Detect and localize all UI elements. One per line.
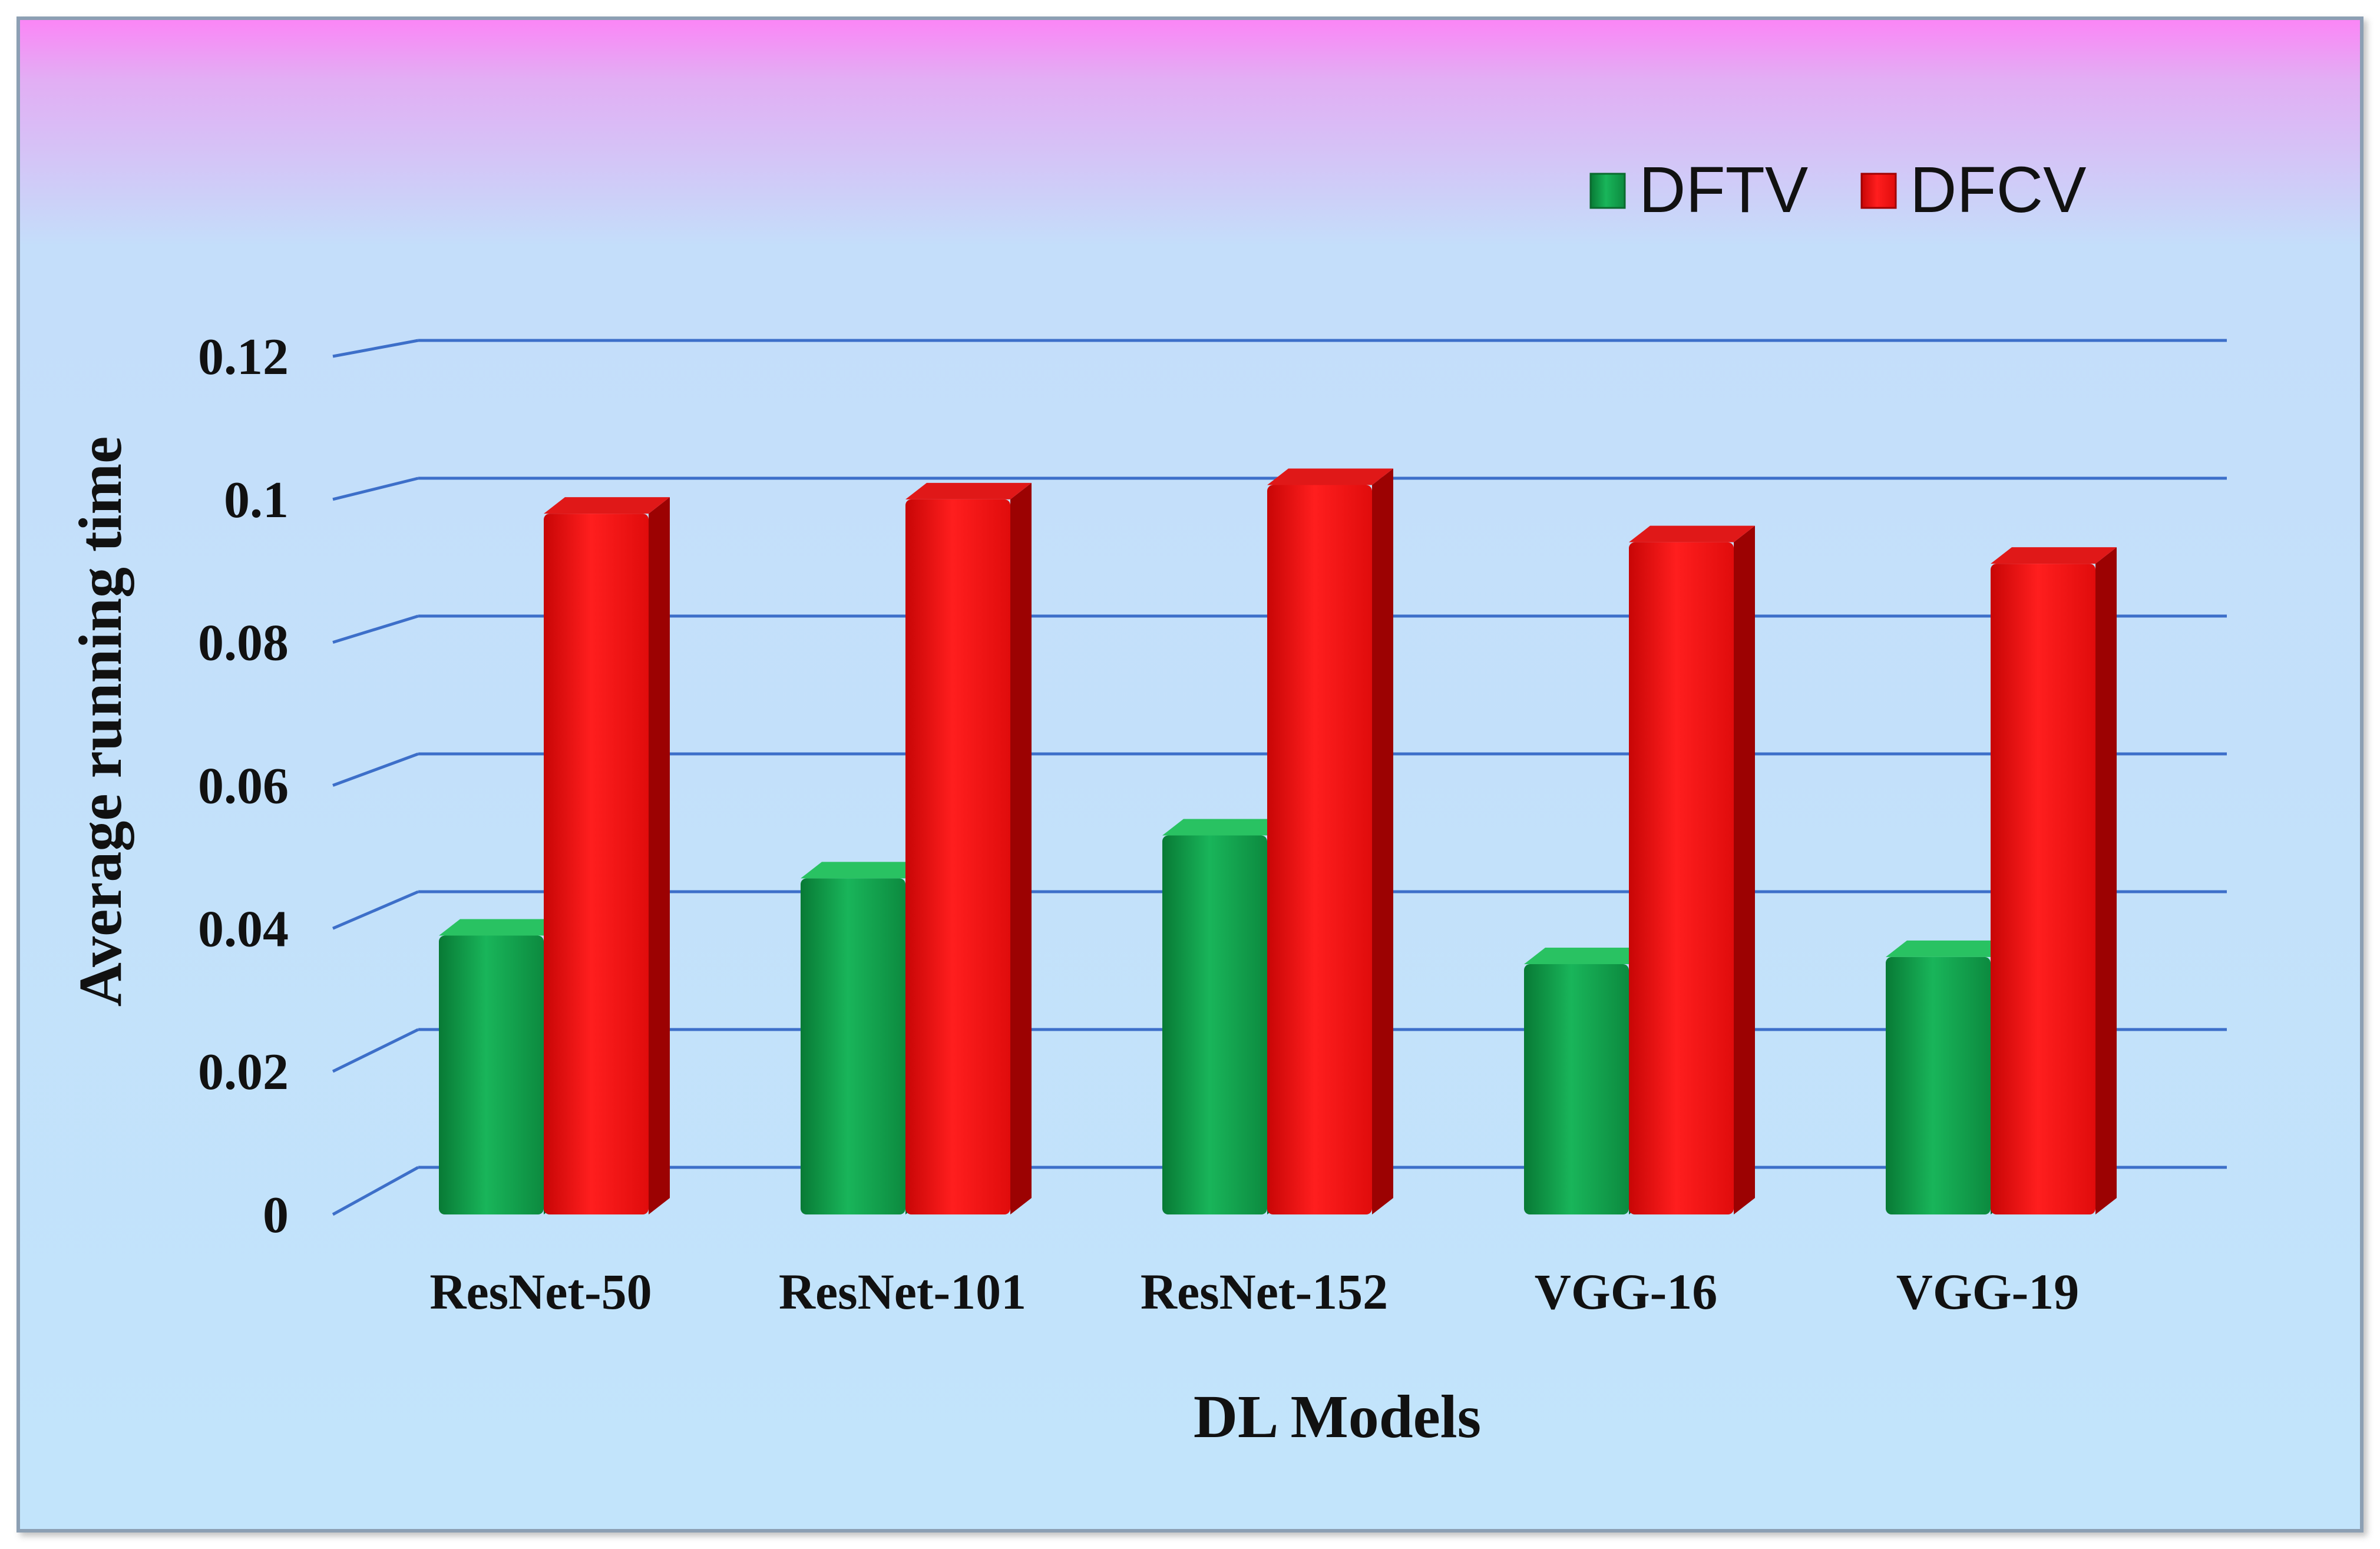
bar-dftv-vgg-16 bbox=[1524, 964, 1629, 1214]
x-axis-title: DL Models bbox=[1194, 1383, 1481, 1451]
x-axis-categories: ResNet-50 ResNet-101 ResNet-152 VGG-16 VGG-1… bbox=[429, 1263, 2079, 1320]
bar-dfcv-resnet-101-side bbox=[1010, 482, 1032, 1215]
x-category-label: VGG-16 bbox=[1535, 1263, 1718, 1320]
bars bbox=[439, 468, 2117, 1215]
x-category-label: ResNet-152 bbox=[1141, 1263, 1388, 1320]
gridline-diagonal bbox=[332, 1166, 419, 1216]
bar-dfcv-resnet-152 bbox=[1267, 485, 1372, 1214]
bar-dftv-resnet-152 bbox=[1162, 835, 1267, 1214]
y-tick-label: 0.12 bbox=[198, 329, 289, 386]
gridline-diagonal bbox=[332, 476, 419, 501]
legend-label-dftv: DFTV bbox=[1639, 154, 1808, 226]
bar-dftv-resnet-152-top bbox=[1162, 819, 1288, 836]
gridline-diagonal bbox=[332, 614, 419, 644]
bar-dfcv-vgg-16 bbox=[1629, 542, 1734, 1214]
bar-dfcv-resnet-152-side bbox=[1372, 468, 1393, 1214]
bar-dfcv-vgg-19 bbox=[1991, 564, 2095, 1214]
bar-dfcv-resnet-50-top bbox=[544, 497, 670, 514]
gridline-diagonal bbox=[332, 1028, 419, 1073]
bar-dfcv-vgg-19-top bbox=[1991, 547, 2117, 564]
bar-dfcv-resnet-152-top bbox=[1267, 468, 1393, 485]
legend: DFTV DFCV bbox=[1589, 154, 2086, 226]
bar-dfcv-resnet-101-top bbox=[905, 482, 1032, 499]
bar-dfcv-resnet-50-side bbox=[649, 497, 670, 1214]
bar-dftv-resnet-50 bbox=[439, 935, 544, 1214]
legend-swatch-dfcv bbox=[1860, 173, 1897, 209]
y-tick-label: 0.06 bbox=[198, 758, 289, 815]
bar-dftv-resnet-101-top bbox=[801, 862, 927, 879]
x-category-label: VGG-19 bbox=[1896, 1263, 2080, 1320]
legend-swatch-dftv bbox=[1589, 173, 1626, 209]
bar-dfcv-vgg-19-side bbox=[2095, 547, 2117, 1214]
bar-dftv-resnet-101 bbox=[801, 878, 905, 1214]
bar-dftv-vgg-16-top bbox=[1524, 948, 1650, 965]
y-tick-label: 0.08 bbox=[198, 615, 289, 672]
y-tick-label: 0.04 bbox=[198, 901, 289, 958]
bar-dfcv-resnet-101 bbox=[905, 499, 1010, 1215]
bar-dfcv-vgg-16-side bbox=[1734, 525, 1755, 1214]
gridline-diagonal bbox=[332, 890, 419, 930]
bar-dfcv-resnet-50 bbox=[544, 514, 649, 1214]
y-tick-label: 0.02 bbox=[198, 1044, 289, 1101]
x-category-label: ResNet-101 bbox=[779, 1263, 1026, 1320]
x-category-label: ResNet-50 bbox=[429, 1263, 652, 1320]
chart-panel bbox=[16, 16, 2364, 1533]
legend-label-dfcv: DFCV bbox=[1910, 154, 2086, 226]
bar-dfcv-vgg-16-top bbox=[1629, 525, 1755, 542]
y-axis-ticks: 0 0.02 0.04 0.06 0.08 0.1 0.12 bbox=[198, 329, 289, 1244]
bar-dftv-vgg-19 bbox=[1886, 956, 1991, 1214]
gridline-diagonal bbox=[332, 752, 419, 787]
y-tick-label: 0.1 bbox=[224, 472, 289, 529]
y-axis-title: Average running time bbox=[67, 436, 134, 1007]
bar-dftv-resnet-50-top bbox=[439, 919, 565, 936]
y-tick-label: 0 bbox=[263, 1187, 289, 1244]
gridline-diagonal bbox=[332, 339, 419, 358]
bar-dftv-vgg-19-top bbox=[1886, 940, 2012, 957]
